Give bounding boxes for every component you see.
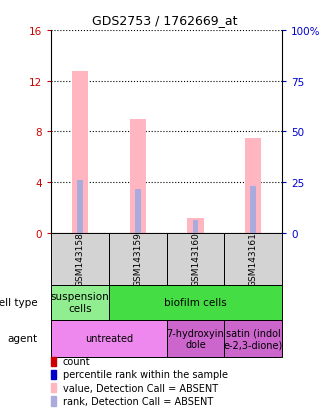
Text: suspension
cells: suspension cells [50, 292, 110, 313]
Text: cell type: cell type [0, 297, 38, 308]
Text: 7-hydroxyin
dole: 7-hydroxyin dole [167, 328, 224, 349]
Bar [77, 180, 83, 233]
Bar [109, 285, 282, 320]
Bar [51, 233, 109, 285]
Text: count: count [63, 356, 90, 366]
Bar [135, 189, 141, 233]
Text: GSM143160: GSM143160 [191, 232, 200, 287]
Bar [51, 320, 167, 357]
Text: biofilm cells: biofilm cells [164, 297, 227, 308]
Text: satin (indol
e-2,3-dione): satin (indol e-2,3-dione) [224, 328, 283, 349]
Bar [193, 221, 198, 233]
Text: percentile rank within the sample: percentile rank within the sample [63, 370, 228, 380]
Bar [72, 71, 88, 233]
Bar [51, 285, 109, 320]
Bar [187, 218, 204, 233]
Text: GSM143159: GSM143159 [133, 232, 142, 287]
Bar [130, 119, 146, 233]
Text: GSM143158: GSM143158 [76, 232, 84, 287]
Bar [224, 320, 282, 357]
Text: agent: agent [8, 334, 38, 344]
Bar [224, 233, 282, 285]
Bar [167, 320, 224, 357]
Text: value, Detection Call = ABSENT: value, Detection Call = ABSENT [63, 383, 218, 393]
Bar [250, 187, 256, 233]
Bar [245, 138, 261, 233]
Text: rank, Detection Call = ABSENT: rank, Detection Call = ABSENT [63, 396, 213, 406]
Bar [167, 233, 224, 285]
Text: GDS2753 / 1762669_at: GDS2753 / 1762669_at [92, 14, 238, 27]
Text: untreated: untreated [85, 334, 133, 344]
Text: GSM143161: GSM143161 [249, 232, 258, 287]
Bar [109, 233, 167, 285]
